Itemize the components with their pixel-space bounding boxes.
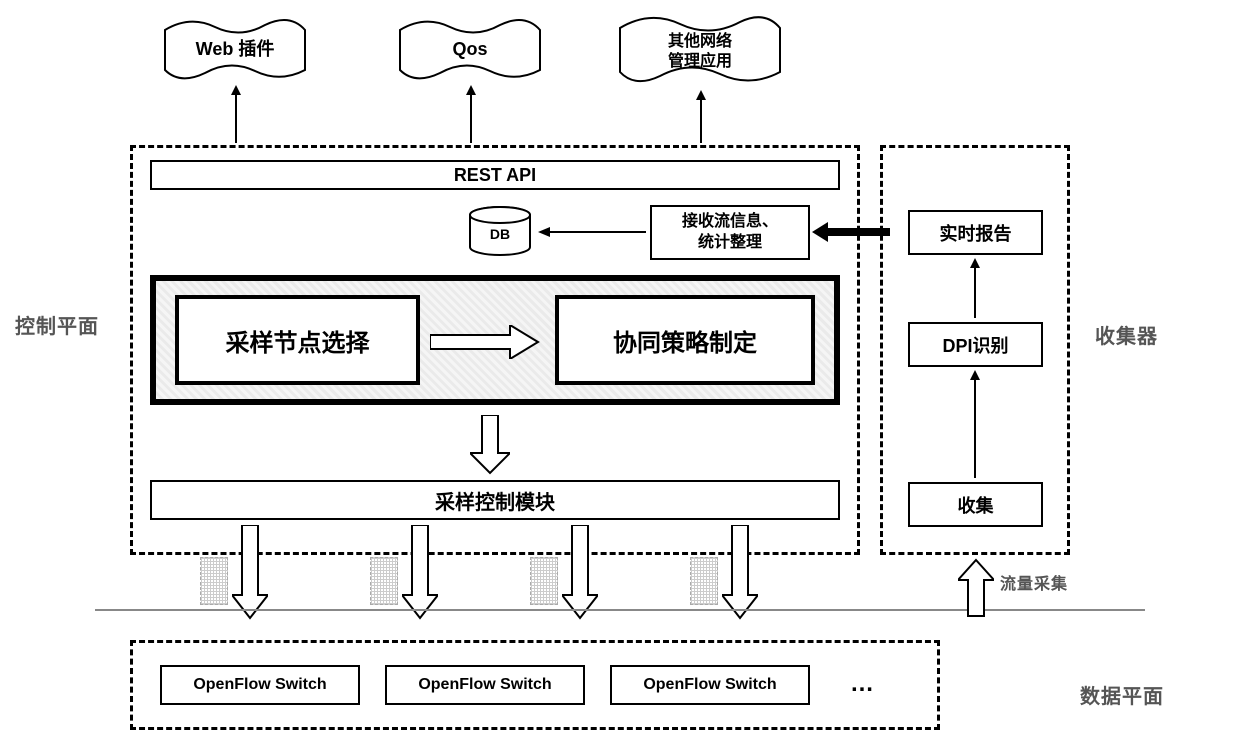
switch-1: OpenFlow Switch: [160, 665, 360, 705]
db-cylinder: DB: [465, 205, 535, 265]
flag-web: Web 插件: [160, 15, 310, 85]
arrow-to-qos: [463, 85, 479, 150]
switch-ellipsis: …: [850, 670, 874, 698]
flag-qos: Qos: [395, 15, 545, 85]
realtime-report-box: 实时报告: [908, 210, 1043, 255]
label-data-plane: 数据平面: [1080, 680, 1164, 709]
flag-other-line1: 其他网络: [668, 31, 732, 50]
hatch-3: [530, 557, 558, 605]
receive-box: 接收流信息、统计整理: [650, 205, 810, 260]
arrow-to-web: [228, 85, 244, 150]
flag-qos-text: Qos: [452, 39, 487, 59]
collaborative-policy-box: 协同策略制定: [555, 295, 815, 385]
label-traffic-sampling: 流量采集: [1000, 570, 1068, 594]
arrow-receive-db: [538, 225, 648, 244]
dpi-box: DPI识别: [908, 322, 1043, 367]
flag-web-text: Web 插件: [196, 38, 275, 59]
hatch-2: [370, 557, 398, 605]
switch-2: OpenFlow Switch: [385, 665, 585, 705]
flag-other: 其他网络 管理应用: [615, 10, 785, 90]
flag-other-line2: 管理应用: [668, 51, 732, 70]
arrow-sampling-to-policy: [430, 325, 540, 364]
db-label: DB: [490, 226, 510, 242]
arrow-to-other: [693, 90, 709, 150]
receive-text: 接收流信息、统计整理: [682, 212, 778, 254]
hatch-1: [200, 557, 228, 605]
rest-api-box: REST API: [150, 160, 840, 190]
sampling-node-box: 采样节点选择: [175, 295, 420, 385]
arrow-up-collector: [958, 558, 994, 623]
sampling-control-box: 采样控制模块: [150, 480, 840, 520]
hatch-4: [690, 557, 718, 605]
arrow-collect-dpi: [968, 370, 982, 485]
arrow-main-down: [470, 415, 510, 480]
label-collector: 收集器: [1095, 320, 1158, 349]
label-control-plane: 控制平面: [15, 310, 99, 339]
arrow-dpi-report: [968, 258, 982, 325]
switch-3: OpenFlow Switch: [610, 665, 810, 705]
collect-box: 收集: [908, 482, 1043, 527]
